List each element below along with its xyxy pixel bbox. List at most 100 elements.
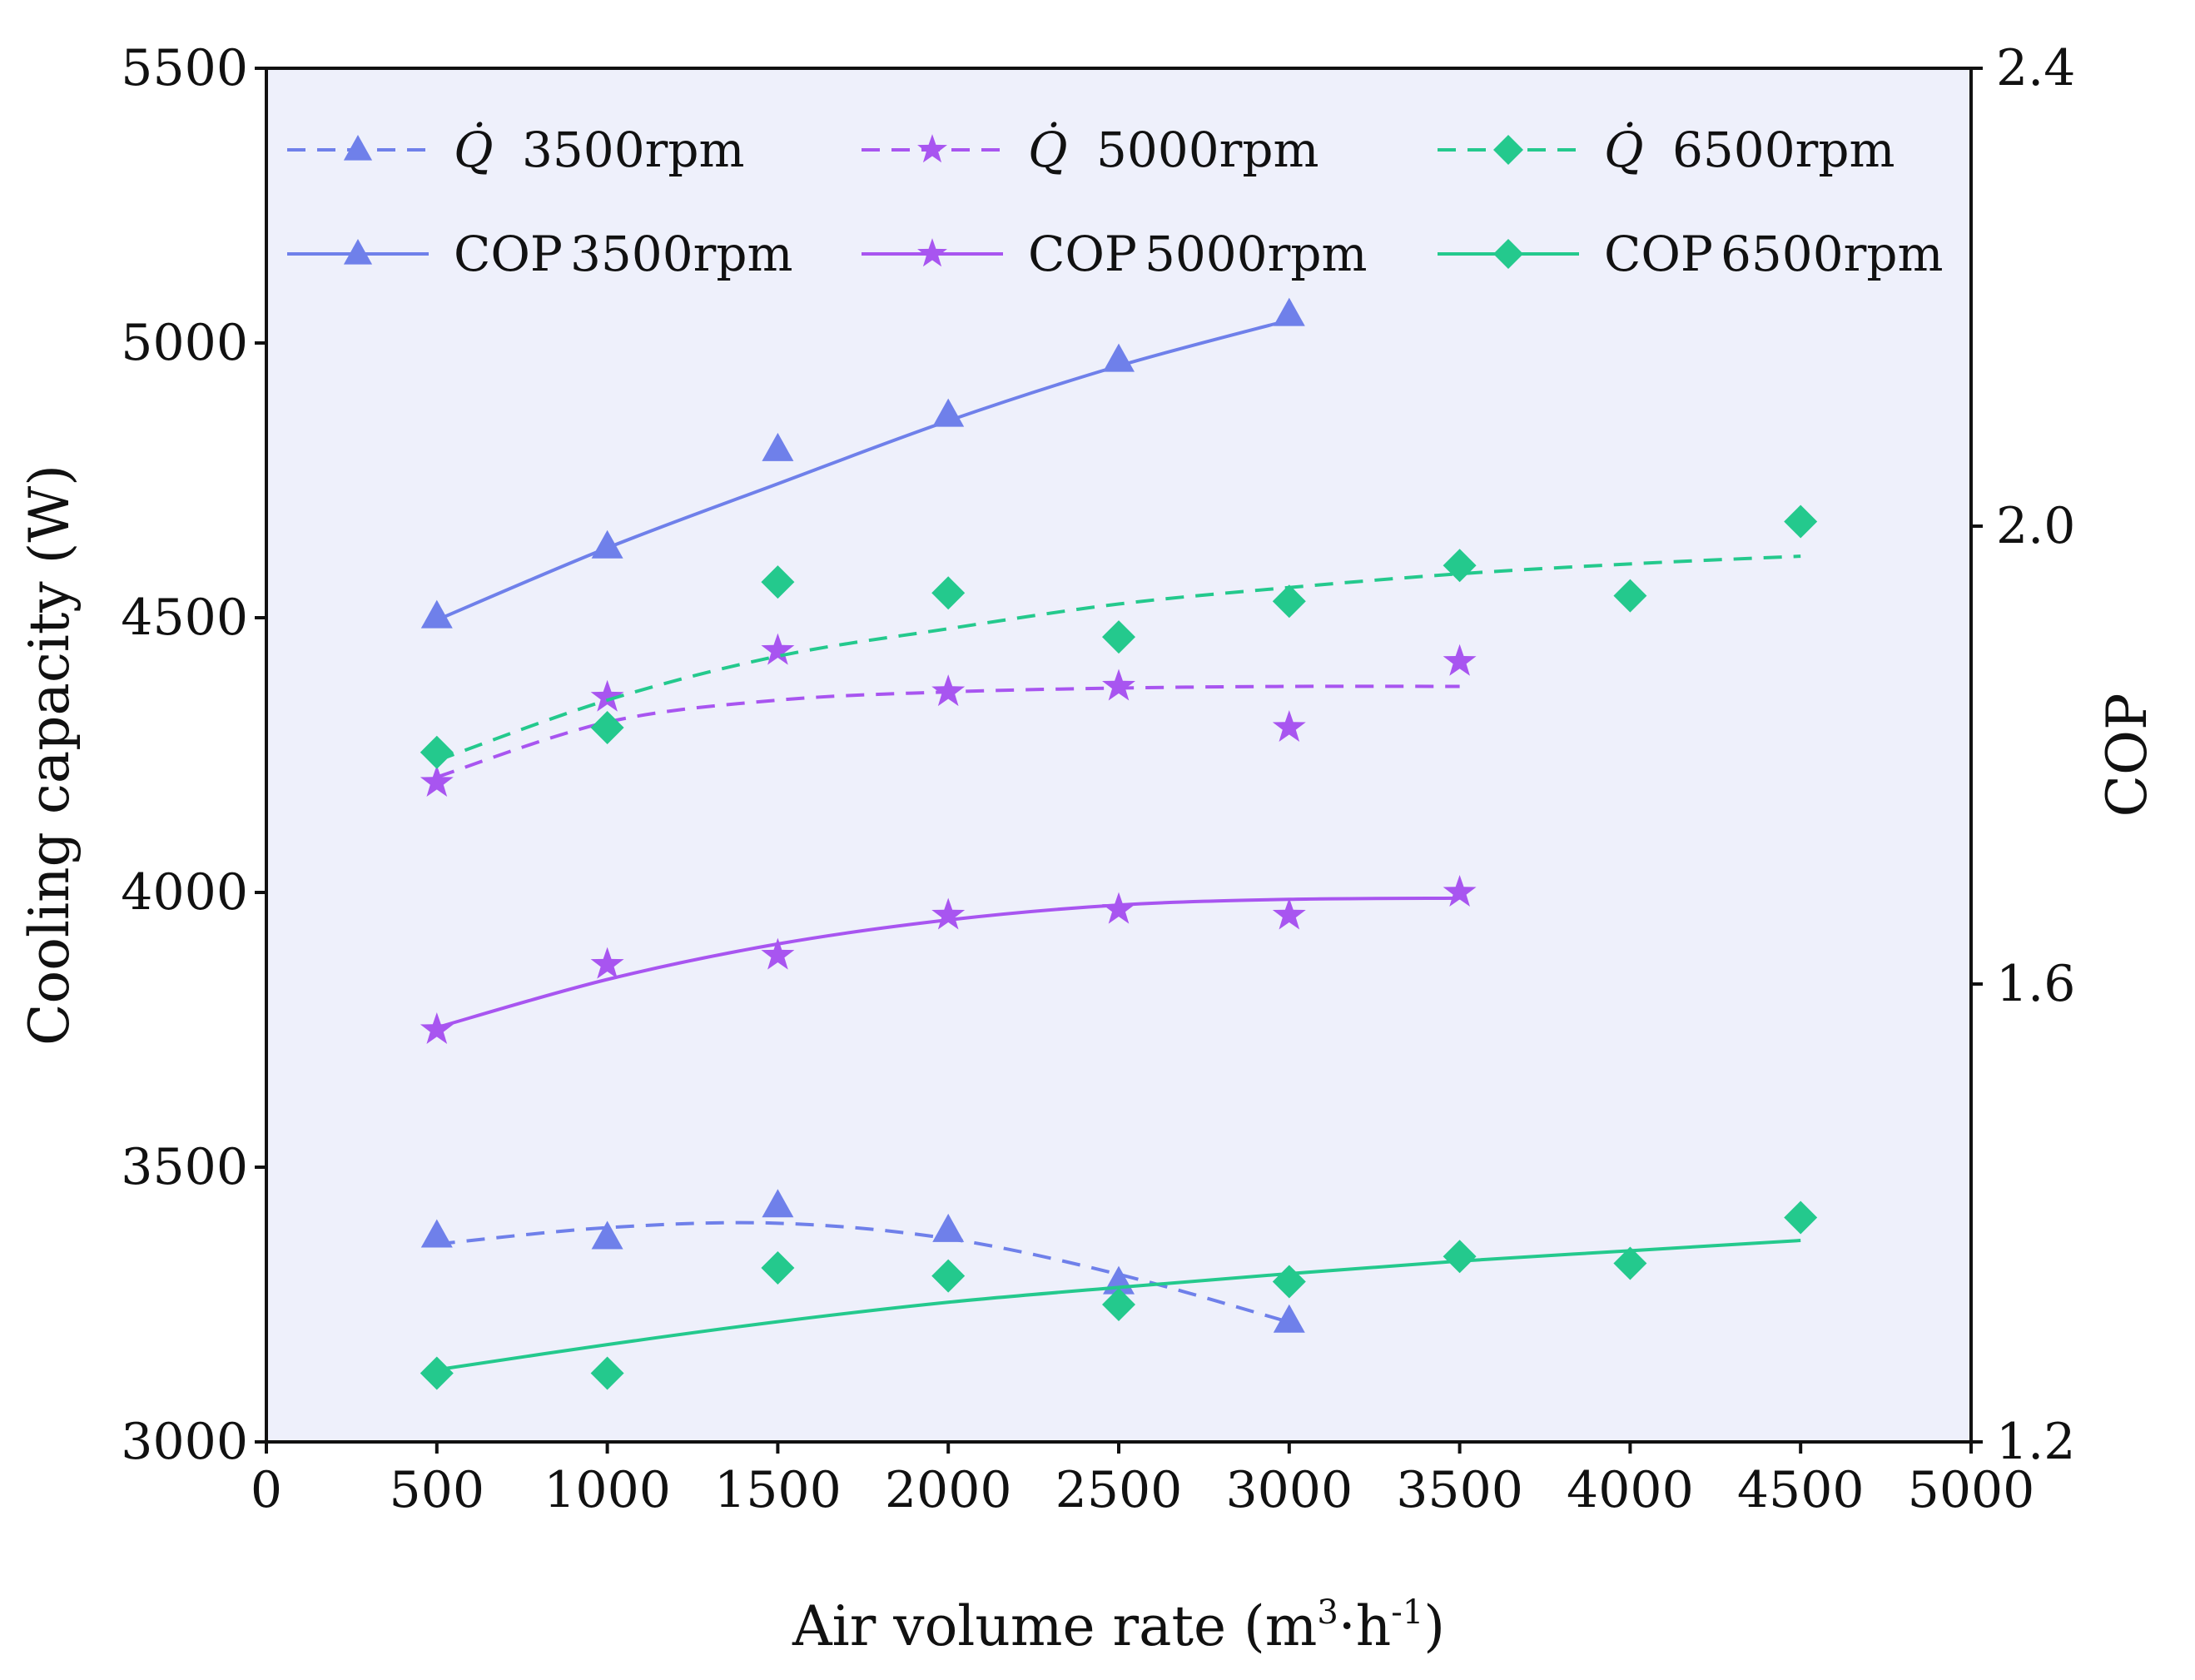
series-q6500-fit-line bbox=[436, 554, 1801, 763]
series-q5000 bbox=[420, 633, 1477, 797]
x-tick-label: 5000 bbox=[1908, 1461, 2035, 1519]
series-q5000-point bbox=[1102, 669, 1135, 701]
series-q6500-point bbox=[590, 711, 624, 744]
series-cop6500-point bbox=[1102, 1288, 1135, 1321]
legend-entry-q6500: Q̇ 6500rpm bbox=[1438, 122, 1895, 178]
x-tick-label: 1000 bbox=[544, 1461, 671, 1519]
series-cop6500-point bbox=[931, 1259, 966, 1293]
y-right-tick-label: 1.6 bbox=[1996, 955, 2075, 1013]
series-q3500-point bbox=[762, 1189, 794, 1218]
y-axis-left-title: Cooling capacity (W) bbox=[17, 465, 82, 1046]
legend-marker bbox=[343, 135, 373, 161]
series-q6500-point bbox=[1784, 504, 1818, 539]
legend-marker bbox=[343, 239, 373, 265]
legend-marker bbox=[1493, 135, 1523, 165]
series-cop5000-point bbox=[1102, 892, 1135, 924]
plot-area bbox=[266, 68, 1971, 1442]
x-tick-label: 0 bbox=[251, 1461, 282, 1519]
series-q6500-point bbox=[1102, 620, 1135, 654]
x-axis-title: Air volume rate (m3·h-1) bbox=[792, 1593, 1445, 1658]
series-q5000-point bbox=[1272, 710, 1306, 742]
legend-entry-cop6500: COP 6500rpm bbox=[1438, 226, 1943, 282]
y-right-tick-label: 2.0 bbox=[1996, 497, 2075, 555]
x-tick-label: 4000 bbox=[1567, 1461, 1694, 1519]
series-q5000-point bbox=[590, 679, 624, 712]
series-cop3500-point bbox=[932, 398, 965, 427]
legend-entry-cop3500: COP 3500rpm bbox=[287, 226, 792, 282]
legend-symbol: Q̇ bbox=[454, 122, 494, 178]
series-q6500 bbox=[420, 504, 1818, 769]
y-right-tick-label: 2.4 bbox=[1996, 39, 2075, 97]
legend-symbol: COP bbox=[454, 226, 563, 282]
series-cop6500-fit-line bbox=[436, 1239, 1801, 1372]
y-left-tick-label: 5500 bbox=[121, 39, 248, 97]
series-cop3500-point bbox=[1103, 343, 1135, 372]
legend-label: 5000rpm bbox=[1145, 226, 1367, 282]
legend-symbol: COP bbox=[1028, 226, 1137, 282]
legend-marker bbox=[1493, 239, 1523, 269]
series-cop3500-fit-line bbox=[436, 318, 1290, 622]
series-cop6500-point bbox=[761, 1251, 795, 1285]
y-axis-right-title: COP bbox=[2095, 693, 2159, 817]
series-q6500-point bbox=[1613, 579, 1647, 613]
series-q3500-point bbox=[932, 1213, 965, 1242]
series-cop5000-point bbox=[1443, 875, 1477, 907]
series-cop6500-point bbox=[590, 1356, 624, 1390]
series-q3500-point bbox=[420, 1219, 453, 1248]
series-cop6500-point bbox=[1443, 1240, 1477, 1274]
series-cop3500-point bbox=[1273, 297, 1305, 326]
series-cop6500-point bbox=[1784, 1200, 1818, 1235]
series-cop6500-point bbox=[1272, 1265, 1306, 1299]
series-q3500-point bbox=[591, 1220, 623, 1250]
legend-symbol: Q̇ bbox=[1604, 122, 1644, 178]
series-cop6500-point bbox=[420, 1356, 454, 1390]
series-cop5000-point bbox=[420, 1012, 454, 1044]
y-left-tick-label: 5000 bbox=[121, 314, 248, 372]
series-q6500-point bbox=[1272, 584, 1306, 619]
x-tick-label: 3000 bbox=[1225, 1461, 1353, 1519]
x-tick-label: 2000 bbox=[885, 1461, 1012, 1519]
legend-symbol: COP bbox=[1604, 226, 1713, 282]
series-q5000-point bbox=[761, 633, 795, 665]
series-cop5000-point bbox=[590, 947, 624, 979]
series-q6500-point bbox=[761, 565, 795, 599]
series-q3500-point bbox=[1273, 1304, 1305, 1333]
series-cop5000-point bbox=[931, 897, 966, 930]
x-tick-label: 1500 bbox=[714, 1461, 842, 1519]
x-tick-label: 3500 bbox=[1396, 1461, 1523, 1519]
y-right-tick-label: 1.2 bbox=[1996, 1413, 2075, 1471]
legend-entry-q5000: Q̇ 5000rpm bbox=[862, 122, 1318, 178]
y-left-tick-label: 3500 bbox=[121, 1138, 248, 1196]
y-left-tick-label: 4500 bbox=[121, 589, 248, 647]
x-tick-label: 4500 bbox=[1737, 1461, 1865, 1519]
series-q5000-point bbox=[931, 674, 966, 707]
x-axis-title-superscript-1: 3 bbox=[1317, 1593, 1338, 1632]
legend-label: 6500rpm bbox=[1721, 226, 1943, 282]
series-cop3500 bbox=[420, 297, 1305, 629]
series-cop3500-point bbox=[420, 599, 453, 629]
legend-label: 5000rpm bbox=[1096, 122, 1318, 178]
series-q5000-point bbox=[420, 765, 454, 797]
series-cop3500-point bbox=[591, 529, 623, 559]
x-tick-label: 2500 bbox=[1055, 1461, 1183, 1519]
series-cop6500 bbox=[420, 1200, 1818, 1390]
series-cop5000-point bbox=[761, 937, 795, 970]
legend-label: 3500rpm bbox=[522, 122, 744, 178]
series-layer bbox=[420, 297, 1818, 1390]
legend-label: 6500rpm bbox=[1672, 122, 1895, 178]
legend-symbol: Q̇ bbox=[1028, 122, 1068, 178]
axes-layer: 0 500 1000 1500 2000 2500 3000 3500 4000 4500 5000… bbox=[121, 39, 2075, 1519]
y-left-tick-label: 4000 bbox=[121, 863, 248, 922]
legend-marker bbox=[917, 238, 947, 267]
series-q6500-point bbox=[931, 576, 966, 610]
series-q6500-point bbox=[420, 735, 454, 769]
series-cop3500-point bbox=[762, 432, 794, 461]
x-axis-title-suffix: ) bbox=[1423, 1594, 1445, 1658]
series-q3500-fit-line bbox=[436, 1220, 1290, 1325]
series-q3500 bbox=[420, 1189, 1305, 1333]
legend-marker bbox=[917, 134, 947, 163]
series-cop5000 bbox=[420, 875, 1477, 1044]
